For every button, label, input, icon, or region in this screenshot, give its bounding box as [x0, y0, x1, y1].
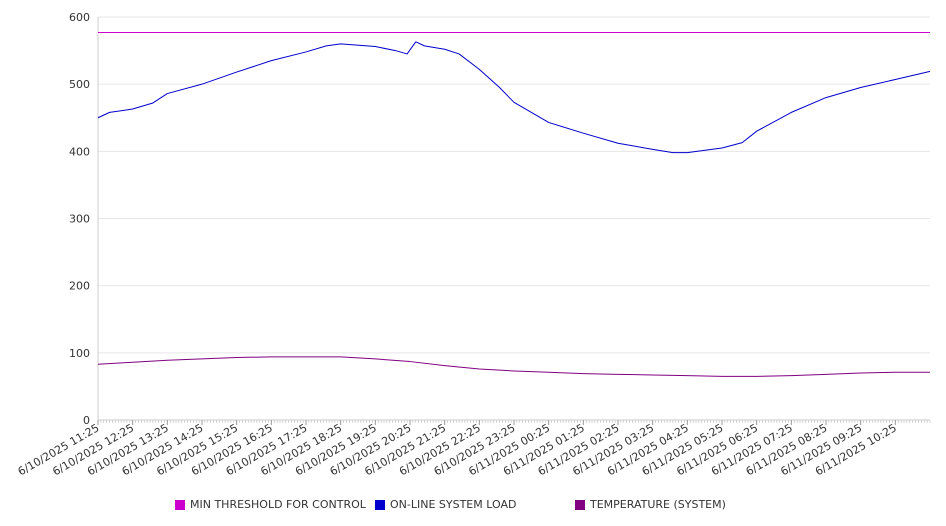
legend-item-temperature[interactable]: TEMPERATURE (SYSTEM) — [575, 498, 726, 511]
legend-swatch-min-threshold — [175, 499, 185, 510]
line-chart: 0 100 200 300 400 500 600 6/10/2025 11:256/10/… — [16, 11, 931, 478]
y-tick-label: 200 — [69, 280, 90, 293]
legend-item-online-system-load[interactable]: ON-LINE SYSTEM LOAD — [375, 498, 516, 511]
gridlines — [98, 16, 930, 354]
legend-swatch-temperature — [575, 499, 585, 510]
y-tick-label: 500 — [69, 78, 90, 91]
legend-swatch-online-system-load — [375, 499, 385, 510]
y-tick-label: 600 — [69, 11, 90, 24]
y-tick-label: 100 — [69, 347, 90, 360]
series-online-system-load — [97, 41, 931, 154]
y-tick-label: 300 — [69, 213, 90, 226]
y-tick-label: 0 — [83, 414, 90, 427]
legend-label-min-threshold: MIN THRESHOLD FOR CONTROL — [190, 498, 366, 511]
legend-label-temperature: TEMPERATURE (SYSTEM) — [590, 498, 726, 511]
y-tick-label: 400 — [69, 145, 90, 158]
series-group — [97, 31, 931, 377]
legend-label-online-system-load: ON-LINE SYSTEM LOAD — [390, 498, 517, 511]
series-temperature — [97, 356, 930, 377]
x-axis: 6/10/2025 11:256/10/2025 12:256/10/2025 … — [16, 419, 931, 478]
legend-item-min-threshold[interactable]: MIN THRESHOLD FOR CONTROL — [175, 498, 366, 511]
y-axis: 0 100 200 300 400 500 600 — [69, 11, 99, 427]
legend: MIN THRESHOLD FOR CONTROL ON-LINE SYSTEM… — [0, 498, 946, 516]
